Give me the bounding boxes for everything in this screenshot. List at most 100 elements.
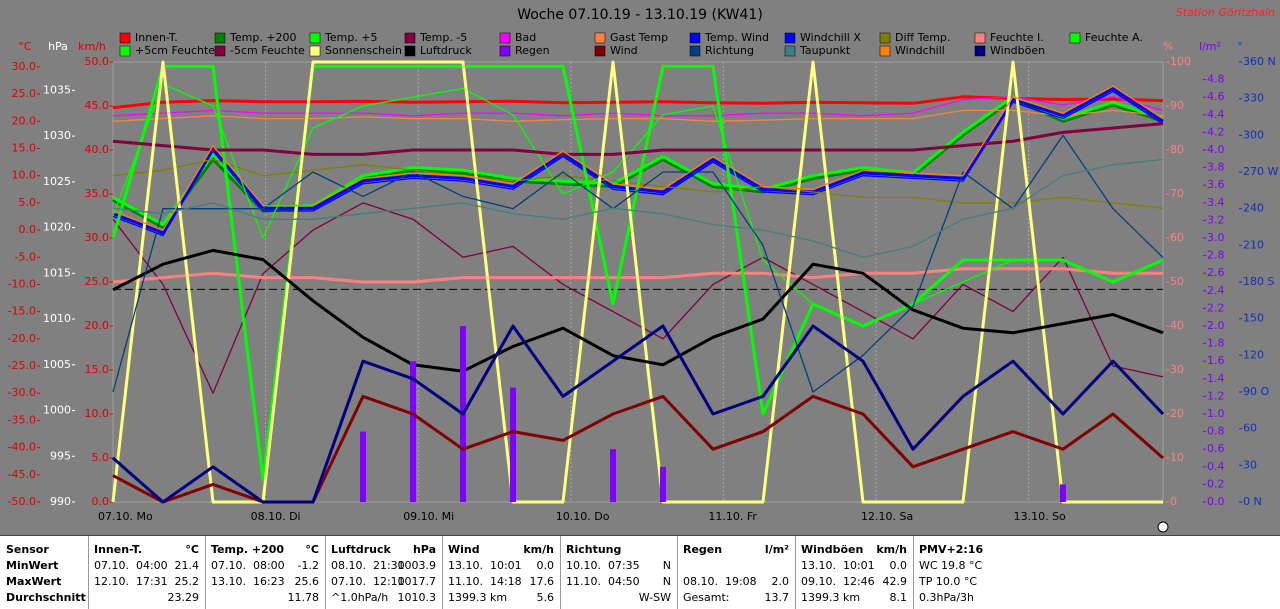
y-tick-label: 30 <box>1170 363 1184 376</box>
table-cell: 23.29 <box>167 591 200 604</box>
legend-label: Temp. +5 <box>324 31 378 44</box>
y-tick-label: 3.0 <box>1207 231 1225 244</box>
series-line <box>112 85 1164 231</box>
y-tick-label: 10.0 <box>12 169 37 182</box>
legend-label: Wind <box>610 44 638 57</box>
y-tick-label: 0.0 <box>19 223 37 236</box>
legend-swatch <box>594 45 606 57</box>
table-cell: 12.10. 17:31 <box>94 575 168 588</box>
table-cell: Richtung <box>566 543 622 556</box>
series-line <box>112 324 1165 504</box>
legend-label: +5cm Feuchte <box>135 44 215 57</box>
table-cell: 10.10. 07:35 <box>566 559 640 572</box>
legend-swatch <box>689 45 701 57</box>
y-tick-label: 2.6 <box>1207 266 1225 279</box>
rain-bar <box>510 387 516 502</box>
table-cell: 11.78 <box>287 591 320 604</box>
marker <box>1157 521 1169 533</box>
rain-bar <box>1060 484 1066 502</box>
legend-label: Bad <box>515 31 536 44</box>
y-tick-label: 5.0 <box>19 196 37 209</box>
table-cell: 07.10. 12:10 <box>331 575 405 588</box>
station-name: Station Göritzhain <box>1176 6 1275 19</box>
y-tick-label: 1.4 <box>1207 372 1225 385</box>
legend-swatch <box>784 32 796 44</box>
legend-swatch <box>214 45 226 57</box>
y-tick-label: 45.0 <box>85 99 110 112</box>
table-cell: 2.0 <box>771 575 790 588</box>
column-separator <box>560 536 561 609</box>
table-cell: 11.10. 04:50 <box>566 575 640 588</box>
table-cell: hPa <box>412 543 436 556</box>
table-cell: 5.6 <box>536 591 555 604</box>
table-cell: 13.10. 16:23 <box>211 575 285 588</box>
legend-label: Temp. +200 <box>229 31 297 44</box>
table-cell: 0.0 <box>536 559 555 572</box>
table-cell: 21.4 <box>174 559 200 572</box>
y-tick-label: 60 <box>1170 231 1184 244</box>
y-tick-label: 0.4 <box>1207 460 1225 473</box>
column-separator <box>88 536 89 609</box>
series-line <box>112 122 1164 156</box>
table-cell: 25.2 <box>174 575 200 588</box>
table-cell: km/h <box>523 543 554 556</box>
y-tick-label: 2.4 <box>1207 284 1225 297</box>
y-tick-label: 0.8 <box>1207 425 1225 438</box>
x-tick-label: 07.10. Mo <box>98 510 153 523</box>
x-tick-label: 10.10. Do <box>556 510 610 523</box>
rain-bar <box>360 431 366 502</box>
table-cell: 1010.3 <box>397 591 437 604</box>
table-cell: 1399.3 km <box>448 591 508 604</box>
y-tick-label: 360 N <box>1243 55 1276 68</box>
x-tick-label: 09.10. Mi <box>403 510 454 523</box>
y-tick-label: 20.0 <box>85 319 110 332</box>
y-tick-label: -15.0 <box>8 305 36 318</box>
table-cell: 09.10. 12:46 <box>801 575 875 588</box>
column-separator <box>442 536 443 609</box>
table-cell: Innen-T. <box>94 543 143 556</box>
y-tick-label: 1020 <box>43 221 71 234</box>
legend-swatch <box>499 45 511 57</box>
y-tick-label: 15.0 <box>85 363 110 376</box>
y-tick-label: 1015 <box>43 266 71 279</box>
y-tick-label: 120 <box>1243 348 1264 361</box>
table-cell: 11.10. 14:18 <box>448 575 522 588</box>
legend-label: Feuchte I. <box>990 31 1044 44</box>
legend-swatch <box>214 32 226 44</box>
y-tick-label: 3.2 <box>1207 213 1225 226</box>
y-tick-label: 1005 <box>43 358 71 371</box>
table-cell: 08.10. 21:30 <box>331 559 405 572</box>
y-tick-label: 1.6 <box>1207 354 1225 367</box>
y-tick-label: -10.0 <box>8 277 36 290</box>
column-separator <box>795 536 796 609</box>
legend-swatch <box>784 45 796 57</box>
legend-swatch <box>879 32 891 44</box>
legend-label: Taupunkt <box>799 44 851 57</box>
legend-label: Diff Temp. <box>895 31 950 44</box>
rain-bar <box>610 449 616 502</box>
table-cell: 42.9 <box>882 575 908 588</box>
y-tick-label: 3.8 <box>1207 161 1225 174</box>
table-cell: 13.7 <box>764 591 790 604</box>
legend-label: Windchill X <box>800 31 861 44</box>
y-tick-label: 0 <box>1170 495 1177 508</box>
y-tick-label: 0.0 <box>1207 495 1225 508</box>
y-tick-label: -5.0 <box>15 250 36 263</box>
series-line <box>112 248 1164 373</box>
rain-bar <box>410 361 416 502</box>
column-separator <box>913 536 914 609</box>
y-tick-label: 0.2 <box>1207 477 1225 490</box>
table-cell: 13.10. 10:01 <box>448 559 522 572</box>
axis-unit: °C <box>18 40 32 53</box>
y-tick-label: 0.6 <box>1207 442 1225 455</box>
y-tick-label: 2.2 <box>1207 301 1225 314</box>
y-tick-label: -35.0 <box>8 413 36 426</box>
table-cell: 0.0 <box>889 559 908 572</box>
y-tick-label: 50 <box>1170 275 1184 288</box>
y-tick-label: -40.0 <box>8 441 36 454</box>
y-tick-label: 20.0 <box>12 114 37 127</box>
legend-label: Windchill <box>895 44 945 57</box>
legend-swatch <box>499 32 511 44</box>
table-cell: 0.3hPa/3h <box>919 591 975 604</box>
y-tick-label: 25.0 <box>85 275 110 288</box>
